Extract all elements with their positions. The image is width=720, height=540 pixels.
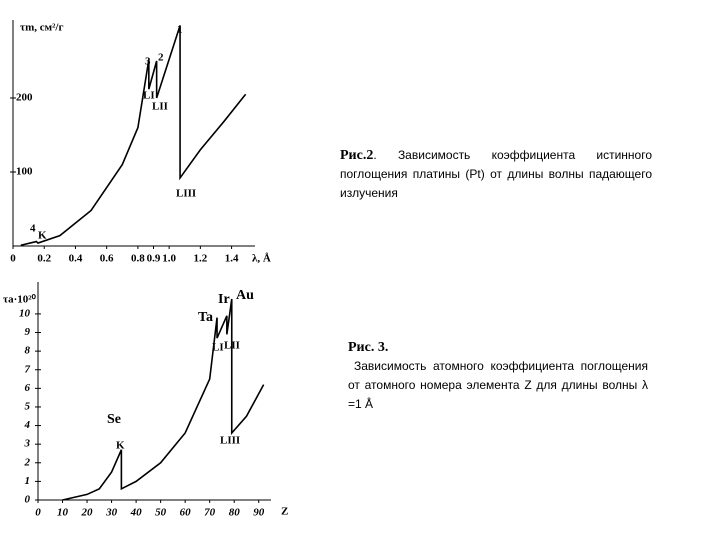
y-tick-label: 8	[25, 345, 31, 357]
y-axis-label: τm, см²/г	[20, 22, 63, 34]
y-tick-label: 2	[24, 456, 31, 468]
caption-title: Рис. 3.	[348, 340, 389, 355]
x-tick-label: 0.4	[69, 253, 83, 265]
x-tick-label: 0	[35, 507, 41, 519]
x-axis-label: Z	[281, 506, 288, 518]
y-tick-label: 100	[16, 166, 33, 178]
x-tick-label: 0.9	[147, 253, 161, 265]
data-line	[20, 25, 247, 247]
y-tick-label: 7	[25, 363, 31, 375]
y-axis-label: τa·10²⁰	[3, 294, 37, 306]
y-tick-label: 3	[24, 438, 31, 450]
y-tick-label: 6	[25, 382, 31, 394]
caption: Рис. 3. Зависимость атомного коэффициента…	[348, 338, 648, 414]
x-tick-label: 50	[155, 507, 167, 519]
caption-title: Рис.2	[340, 148, 374, 163]
y-tick-label: 1	[25, 475, 31, 487]
y-tick-label: 4	[24, 419, 31, 431]
x-tick-label: 0.6	[100, 253, 114, 265]
x-axis-label: λ, Å	[252, 253, 271, 265]
x-tick-label: 0	[10, 253, 16, 265]
annotation: LIII	[176, 188, 196, 200]
annotation: Ta	[198, 310, 213, 325]
x-tick-label: 1.4	[225, 253, 239, 265]
annotation: LIII	[220, 435, 240, 447]
annotation: LII	[152, 101, 168, 113]
annotation: Se	[107, 412, 121, 427]
x-tick-label: 1.0	[162, 253, 176, 265]
x-tick-label: 80	[229, 507, 241, 519]
x-tick-label: 0.8	[131, 253, 145, 265]
annotation: 2	[158, 52, 164, 64]
x-tick-label: 30	[105, 507, 118, 519]
y-tick-label: 10	[19, 307, 31, 319]
annotation: LI	[143, 90, 155, 102]
y-tick-label: 5	[25, 400, 31, 412]
annotation: 4	[30, 223, 36, 235]
caption: Рис.2. Зависимость коэффициента истинног…	[340, 146, 652, 203]
caption-text: Зависимость атомного коэффициента поглощ…	[348, 359, 648, 411]
annotation: K	[38, 230, 47, 242]
x-tick-label: 90	[253, 507, 265, 519]
y-tick-label: 0	[25, 494, 31, 506]
x-tick-label: 20	[81, 507, 94, 519]
annotation: Ir	[218, 292, 230, 307]
y-tick-label: 9	[25, 326, 31, 338]
x-tick-label: 10	[57, 507, 69, 519]
annotation: Au	[236, 288, 254, 303]
x-tick-label: 60	[180, 507, 192, 519]
caption-text: . Зависимость коэффициента истинного пог…	[340, 148, 652, 200]
data-line	[62, 298, 265, 501]
annotation: K	[116, 440, 125, 452]
x-tick-label: 0.2	[37, 253, 51, 265]
x-tick-label: 40	[130, 507, 143, 519]
x-tick-label: 70	[204, 507, 216, 519]
annotation: LI	[212, 342, 224, 354]
x-tick-label: 1.2	[193, 253, 207, 265]
y-tick-label: 200	[16, 92, 33, 104]
